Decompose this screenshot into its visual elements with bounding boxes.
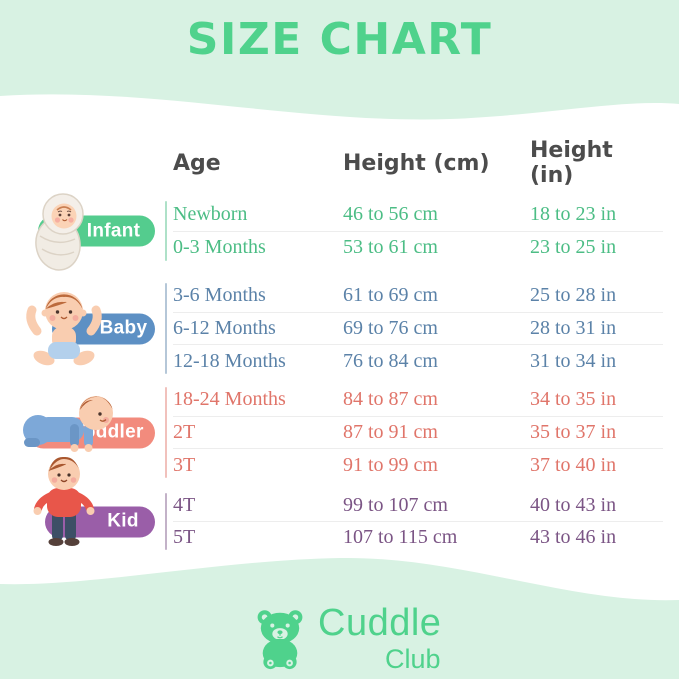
in-cell: 31 to 34 in [530, 349, 617, 372]
group-label: Infant [86, 220, 141, 241]
group-rows: Newborn 46 to 56 cm 18 to 23 in 0-3 Months 5… [173, 198, 663, 264]
swaddled-infant-illustration [20, 188, 102, 272]
age-cell: 5T [173, 526, 196, 548]
group-label: Baby [99, 317, 148, 339]
cm-cell: 84 to 87 cm [343, 388, 438, 411]
cm-cell: 91 to 99 cm [343, 453, 438, 476]
size-row: 4T 99 to 107 cm 40 to 43 in [173, 490, 663, 522]
size-row: 5T 107 to 115 cm 43 to 46 in [173, 522, 663, 553]
size-row: Newborn 46 to 56 cm 18 to 23 in [173, 198, 663, 232]
size-row: 18-24 Months 84 to 87 cm 34 to 35 in [173, 384, 663, 417]
in-cell: 37 to 40 in [530, 453, 617, 476]
size-group-kid: Kid 4T 99 to 107 cm 40 to 43 in 5T 107 to 11… [0, 456, 679, 553]
cm-cell: 76 to 84 cm [343, 349, 438, 372]
in-cell: 40 to 43 in [530, 494, 617, 516]
age-cell: 0-3 Months [173, 236, 266, 259]
cm-cell: 87 to 91 cm [343, 421, 438, 443]
age-cell: 4T [173, 494, 196, 516]
age-cell: 3-6 Months [173, 284, 266, 307]
in-cell: 23 to 25 in [530, 236, 617, 259]
in-cell: 18 to 23 in [530, 202, 617, 225]
header-height-cm: Height (cm) [343, 150, 490, 176]
header-height-in: Height (in) [530, 138, 613, 188]
brand-subname: Club [385, 644, 441, 674]
group-label: Kid [107, 510, 139, 532]
size-group-infant: Infant Newborn 46 to 56 cm 18 to 23 in 0-3 … [0, 193, 679, 271]
cm-cell: 69 to 76 cm [343, 317, 438, 339]
age-cell: 2T [173, 421, 196, 443]
in-cell: 25 to 28 in [530, 284, 617, 307]
group-divider [165, 387, 167, 478]
cm-cell: 99 to 107 cm [343, 494, 448, 516]
table-header-row: Age Height (cm) Height (in) [173, 138, 663, 188]
group-rows: 3-6 Months 61 to 69 cm 25 to 28 in 6-12 Mon… [173, 280, 663, 377]
age-cell: Newborn [173, 202, 248, 225]
brand-name: Cuddle [318, 602, 442, 644]
crawling-toddler-illustration [10, 390, 122, 456]
size-row: 6-12 Months 69 to 76 cm 28 to 31 in [173, 313, 663, 346]
in-cell: 34 to 35 in [530, 388, 617, 411]
group-divider [165, 493, 167, 550]
size-row: 12-18 Months 76 to 84 cm 31 to 34 in [173, 345, 663, 377]
age-cell: 18-24 Months [173, 388, 286, 411]
cm-cell: 46 to 56 cm [343, 202, 438, 225]
cm-cell: 107 to 115 cm [343, 526, 458, 548]
page-title: SIZE CHART [186, 14, 493, 65]
size-group-toddler: Toddler 18-24 Months 84 to 87 cm 34 to 35 … [0, 384, 679, 481]
size-row: 3-6 Months 61 to 69 cm 25 to 28 in [173, 280, 663, 313]
in-cell: 28 to 31 in [530, 317, 617, 339]
in-cell: 35 to 37 in [530, 421, 617, 443]
in-cell: 43 to 46 in [530, 526, 617, 548]
age-cell: 12-18 Months [173, 349, 286, 372]
group-divider [165, 201, 167, 261]
size-row: 2T 87 to 91 cm 35 to 37 in [173, 417, 663, 450]
size-group-baby: Baby 3-6 Months 61 to 69 cm 25 to 28 in 6-1… [0, 280, 679, 377]
group-rows: 4T 99 to 107 cm 40 to 43 in 5T 107 to 115 cm… [173, 490, 663, 553]
group-rows: 18-24 Months 84 to 87 cm 34 to 35 in 2T 87 t… [173, 384, 663, 481]
sitting-baby-illustration [16, 285, 112, 369]
teddy-bear-icon [248, 606, 312, 672]
age-cell: 6-12 Months [173, 317, 276, 339]
group-divider [165, 283, 167, 374]
age-cell: 3T [173, 453, 196, 476]
standing-kid-illustration [24, 454, 104, 550]
size-row: 0-3 Months 53 to 61 cm 23 to 25 in [173, 232, 663, 265]
cm-cell: 61 to 69 cm [343, 284, 438, 307]
size-row: 3T 91 to 99 cm 37 to 40 in [173, 449, 663, 481]
header-age: Age [173, 150, 221, 176]
cm-cell: 53 to 61 cm [343, 236, 438, 259]
